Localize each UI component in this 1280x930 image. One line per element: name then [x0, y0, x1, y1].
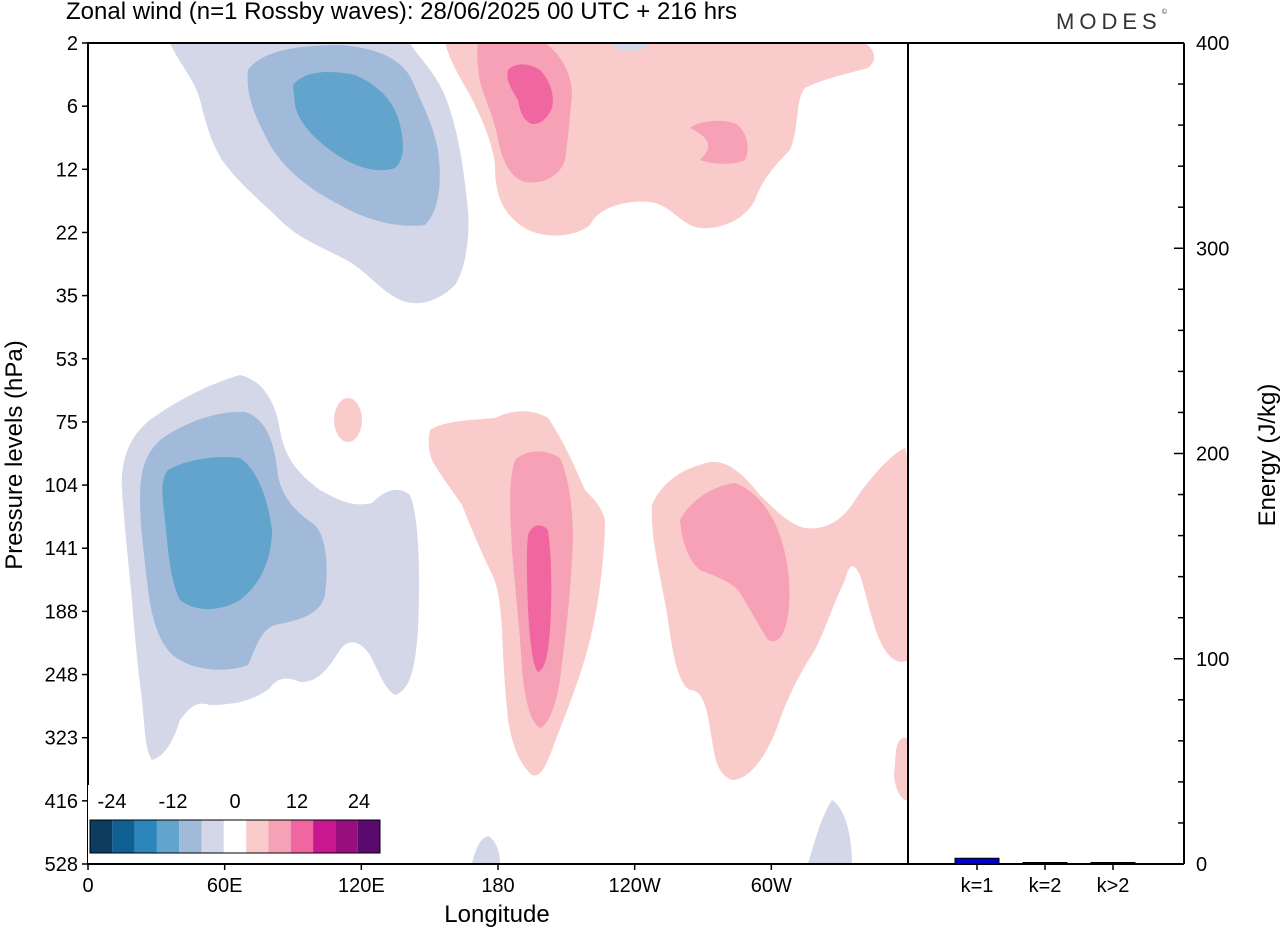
x-tick-label: 180	[481, 875, 514, 897]
colorbar-label: -12	[159, 791, 188, 813]
energy-bars	[954, 857, 1136, 865]
contour-positive-small-blob	[334, 398, 362, 442]
y-tick-label: 12	[56, 159, 78, 181]
x-axis-ticks: 0 60E 120E 180 120W 60W	[82, 864, 792, 897]
energy-tick-label: 300	[1196, 238, 1229, 260]
contour-negative-bottom-spot-1	[808, 800, 852, 864]
colorbar-swatch	[246, 820, 269, 853]
colorbar-swatch	[201, 820, 224, 853]
x-axis-title: Longitude	[444, 901, 549, 928]
contour-positive-lower-right-mid	[680, 483, 790, 642]
colorbar-labels: -24 -12 0 12 24	[98, 791, 371, 813]
chart-title: Zonal wind (n=1 Rossby waves): 28/06/202…	[66, 0, 738, 25]
colorbar-swatch	[223, 820, 247, 853]
x-tick-label: 60W	[751, 875, 792, 897]
energy-bar	[954, 857, 1000, 865]
bar-category-label: k=1	[961, 875, 994, 897]
colorbar-swatch	[90, 820, 113, 853]
colorbar-swatch	[290, 820, 314, 853]
y-tick-label: 2	[67, 33, 78, 55]
bar-category-label: k=2	[1029, 875, 1062, 897]
colorbar-swatch	[313, 820, 336, 853]
contour-positive-upper-inner	[507, 64, 553, 125]
energy-bar	[1090, 862, 1136, 865]
energy-tick-label: 0	[1196, 854, 1207, 876]
y-tick-label: 248	[45, 665, 78, 687]
colorbar-label: 0	[229, 791, 240, 813]
y-tick-label: 75	[56, 412, 78, 434]
y-axis-title: Pressure levels (hPa)	[1, 340, 28, 569]
contour-positive-upper-mid-2	[690, 120, 748, 164]
colorbar-swatch	[156, 820, 180, 853]
energy-axis-ticks: 0 100 200 300 400	[1174, 33, 1229, 876]
colorbar-swatch	[335, 820, 358, 853]
contour-negative-top-sliver	[612, 43, 648, 51]
colorbar	[88, 785, 382, 863]
colorbar-swatch	[179, 820, 202, 853]
y-tick-label: 141	[45, 538, 78, 560]
brand-logo: MODES©	[1056, 9, 1167, 34]
energy-axis-title: Energy (J/kg)	[1254, 384, 1280, 527]
colorbar-frame	[89, 819, 381, 854]
contour-map	[88, 43, 908, 864]
y-tick-label: 104	[45, 475, 78, 497]
energy-tick-label: 200	[1196, 444, 1229, 466]
y-tick-label: 6	[67, 96, 78, 118]
contour-negative-bottom-spot-2	[472, 836, 500, 864]
energy-bar	[1022, 862, 1068, 865]
energy-bar-labels: k=1 k=2 k>2	[961, 864, 1130, 897]
energy-tick-label: 400	[1196, 33, 1229, 55]
y-tick-label: 22	[56, 222, 78, 244]
contour-negative-upper-inner	[293, 72, 403, 171]
x-tick-label: 60E	[207, 875, 243, 897]
x-tick-label: 120W	[609, 875, 661, 897]
y-tick-label: 53	[56, 349, 78, 371]
y-tick-label: 323	[45, 728, 78, 750]
colorbar-swatch	[357, 820, 380, 853]
contour-negative-lower-inner	[162, 457, 272, 609]
y-axis-ticks: 2 6 12 22 35 53 75 104 141 188 248 323 416 528	[45, 33, 88, 876]
energy-tick-label: 100	[1196, 649, 1229, 671]
x-tick-label: 120E	[338, 875, 385, 897]
y-tick-label: 35	[56, 286, 78, 308]
y-tick-label: 188	[45, 601, 78, 623]
colorbar-label: -24	[98, 791, 127, 813]
y-tick-label: 528	[45, 854, 78, 876]
x-tick-label: 0	[82, 875, 93, 897]
colorbar-label: 24	[348, 791, 370, 813]
colorbar-swatch	[112, 820, 135, 853]
contour-positive-lower-center-inner	[526, 525, 552, 672]
colorbar-swatch	[268, 820, 291, 853]
contour-positive-right-edge-blob	[894, 737, 908, 801]
colorbar-swatch	[134, 820, 157, 853]
bar-category-label: k>2	[1097, 875, 1130, 897]
y-tick-label: 416	[45, 791, 78, 813]
colorbar-label: 12	[286, 791, 308, 813]
